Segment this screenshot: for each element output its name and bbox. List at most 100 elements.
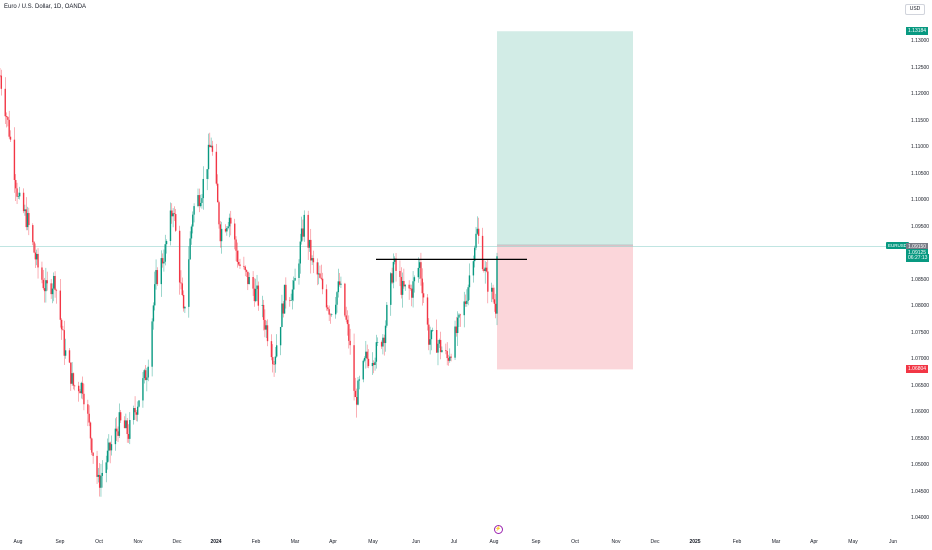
- candle-body: [362, 360, 364, 380]
- candle-body: [239, 264, 241, 266]
- price-tick-label: 1.05000: [911, 462, 930, 468]
- candle-body: [399, 270, 401, 277]
- candle-body: [189, 238, 191, 260]
- candle-body: [188, 259, 190, 307]
- candle-body: [216, 183, 219, 203]
- candle-body: [413, 277, 416, 282]
- time-scale[interactable]: Aug Sep Oct Nov Dec 2024 Feb Mar Apr May Jun Jul Aug…: [0, 530, 906, 550]
- candle-body: [41, 267, 43, 280]
- chart-area[interactable]: Euro / U.S. Dollar, 1D, OANDA EURUSD ⚡: [0, 0, 910, 534]
- time-tick-label: Nov: [611, 539, 621, 545]
- candle-body: [300, 228, 303, 242]
- candle-body: [312, 258, 315, 263]
- candle-body: [283, 284, 286, 314]
- candle-body: [435, 330, 438, 353]
- candle-body: [118, 412, 121, 436]
- candle-body: [307, 214, 309, 248]
- candle-body: [331, 314, 333, 315]
- candle-body: [290, 300, 292, 301]
- candle-body: [226, 227, 228, 232]
- candle-body: [253, 288, 256, 302]
- candle-body: [273, 364, 275, 365]
- candle-body: [325, 289, 328, 308]
- candle-body: [237, 261, 240, 265]
- candle-body: [243, 265, 245, 267]
- candle-body: [91, 438, 93, 453]
- candle-body: [42, 279, 44, 289]
- price-tick-label: 1.10500: [911, 170, 930, 177]
- candle-body: [308, 239, 311, 248]
- candle-body: [198, 195, 201, 207]
- candle-body: [344, 283, 346, 316]
- candle-body: [439, 339, 442, 353]
- candle-body: [144, 370, 147, 381]
- time-tick-label: Apr: [329, 539, 337, 545]
- candle-body: [380, 342, 383, 347]
- candle-body: [190, 226, 193, 239]
- stop-price-badge: 1.06804: [906, 365, 929, 374]
- candle-body: [54, 275, 56, 290]
- target-price-badge: 1.13184: [906, 27, 929, 36]
- symbol-badge: EURUSD: [886, 242, 910, 249]
- candle-body: [18, 192, 21, 197]
- candle-body: [493, 299, 496, 304]
- candle-body: [401, 280, 404, 295]
- candle-body: [134, 408, 136, 413]
- price-tick-label: 1.06000: [911, 409, 930, 415]
- candle-body: [175, 214, 177, 231]
- time-tick-label: May: [368, 539, 378, 545]
- price-tick-label: 1.08500: [911, 276, 930, 283]
- candle-body: [289, 300, 291, 302]
- price-tick-label: 1.13000: [911, 38, 930, 44]
- time-tick-label: Jul: [450, 539, 458, 545]
- candle-body: [129, 420, 131, 439]
- candle-body: [299, 241, 301, 264]
- candle-body: [247, 271, 249, 285]
- candle-body: [201, 198, 203, 203]
- candle-body: [320, 277, 322, 279]
- time-tick-label: Nov: [133, 539, 143, 545]
- candle-body: [215, 151, 218, 184]
- candle-body: [13, 139, 16, 181]
- price-scale[interactable]: 1.13000 1.12500 1.12000 1.11500 1.11000 1.105…: [906, 0, 932, 550]
- candle-body: [349, 340, 351, 346]
- candle-body: [79, 391, 81, 394]
- currency-button[interactable]: USD: [905, 4, 925, 15]
- candle-body: [383, 337, 385, 344]
- candle-body: [373, 362, 375, 365]
- candle-body: [5, 116, 8, 118]
- candle-body: [22, 192, 25, 212]
- price-chart[interactable]: [0, 0, 906, 530]
- candle-body: [33, 242, 35, 253]
- candle-body: [64, 350, 67, 356]
- candle-body: [355, 397, 358, 405]
- candle-body: [412, 281, 414, 298]
- candle-body: [367, 358, 370, 367]
- candle-body: [230, 217, 232, 224]
- time-tick-label: Aug: [13, 539, 23, 545]
- candle-body: [492, 287, 494, 300]
- candle-body: [447, 358, 450, 361]
- candle-body: [180, 282, 182, 284]
- candle-body: [346, 319, 349, 325]
- candle-body: [432, 330, 434, 331]
- candle-body: [463, 301, 465, 316]
- candle-body: [386, 304, 388, 326]
- candle-body: [37, 253, 39, 268]
- candle-body: [484, 267, 486, 271]
- candle-body: [363, 357, 366, 361]
- candle-body: [7, 117, 9, 120]
- candle-body: [184, 306, 186, 309]
- candle-body: [100, 475, 102, 488]
- candle-body: [138, 400, 140, 407]
- candle-body: [34, 252, 37, 260]
- price-tick-label: 1.11500: [911, 117, 929, 124]
- candle-body: [156, 270, 159, 285]
- event-icon[interactable]: ⚡: [494, 525, 503, 534]
- candle-body: [0, 75, 3, 89]
- candle-body: [459, 314, 461, 316]
- candle-body: [390, 273, 392, 305]
- time-tick-label: Oct: [95, 539, 103, 545]
- candle-body: [50, 283, 52, 295]
- candle-body: [164, 244, 166, 262]
